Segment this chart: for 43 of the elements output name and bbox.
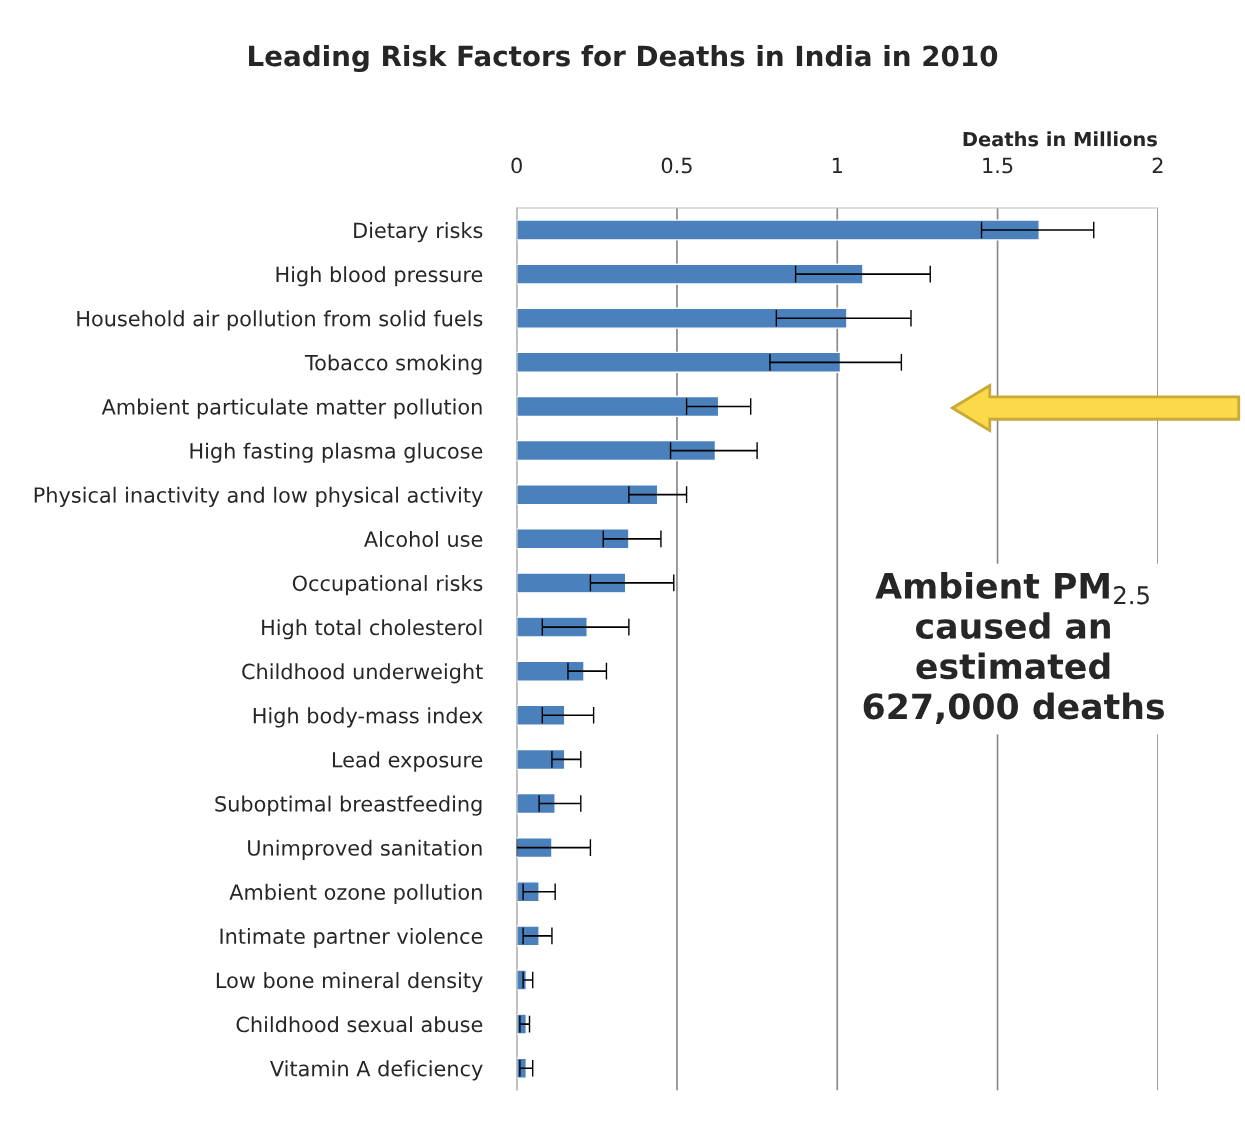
- x-tick-label: 0.5: [661, 157, 692, 174]
- bar: [516, 351, 842, 373]
- y-tick-label: Lead exposure: [332, 751, 483, 772]
- bar: [516, 219, 1040, 241]
- y-tick-label: Intimate partner violence: [220, 927, 483, 949]
- bar: [516, 263, 864, 285]
- bar: [516, 484, 659, 506]
- x-tick-label: 1: [832, 157, 842, 174]
- y-tick-label: Occupational risks: [292, 575, 483, 596]
- y-tick-label: Dietary risks: [354, 222, 483, 243]
- bar: [516, 704, 566, 726]
- bar: [516, 660, 585, 682]
- y-tick-label: Ambient particulate matter pollution: [101, 398, 482, 419]
- bar: [516, 792, 556, 815]
- bar: [516, 307, 848, 329]
- y-tick-label: High fasting plasma glucose: [190, 442, 483, 463]
- y-tick-label: High body-mass index: [253, 707, 483, 728]
- y-tick-label: Suboptimal breastfeeding: [215, 795, 482, 816]
- y-tick-label: Tobacco smoking: [304, 354, 482, 375]
- y-tick-label: Alcohol use: [364, 530, 483, 548]
- y-tick-label: Ambient ozone pollution: [229, 883, 482, 904]
- y-tick-label: Childhood underweight: [242, 663, 483, 684]
- y-tick-label: Low bone mineral density: [216, 972, 483, 993]
- bar: [516, 528, 630, 550]
- bar: [516, 572, 627, 594]
- chart-title: Leading Risk Factors for Deaths in India in 2010: [249, 44, 998, 73]
- bar: [516, 439, 717, 462]
- x-tick-label: 1.5: [983, 157, 1013, 174]
- y-tick-label: Vitamin A deficiency: [270, 1060, 483, 1081]
- x-axis-title: Deaths in Millions: [963, 131, 1157, 147]
- bar: [516, 395, 720, 418]
- y-tick-label: High total cholesterol: [262, 619, 482, 640]
- y-tick-label: Physical inactivity and low physical activity: [34, 486, 483, 507]
- x-tick-label: 0: [511, 157, 522, 174]
- y-tick-label: Unimproved sanitation: [248, 839, 482, 860]
- annotation: Ambient PM$_{2.5}$ caused an estimated 627,000 deaths: [863, 572, 1164, 724]
- x-tick-label: 2: [1152, 157, 1163, 174]
- y-tick-label: Household air pollution from solid fuels: [77, 310, 483, 331]
- y-tick-label: Childhood sexual abuse: [236, 1016, 483, 1033]
- bar: [516, 837, 553, 859]
- bar: [516, 748, 566, 771]
- y-tick-label: High blood pressure: [276, 266, 483, 287]
- bar: [516, 616, 588, 638]
